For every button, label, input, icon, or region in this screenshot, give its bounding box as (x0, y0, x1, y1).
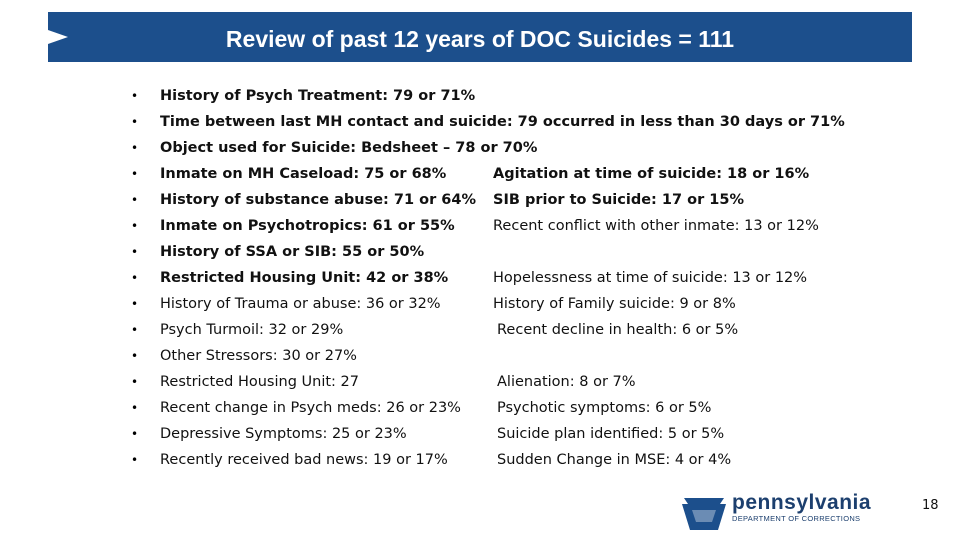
list-item-right: Agitation at time of suicide: 18 or 16% (493, 166, 810, 182)
bullet: • (131, 167, 139, 181)
list-item-right: Suicide plan identified: 5 or 5% (497, 426, 725, 442)
slide-title: Review of past 12 years of DOC Suicides … (225, 26, 735, 52)
list-item-right: Hopelessness at time of suicide: 13 or 1… (493, 270, 808, 286)
list-item: Inmate on MH Caseload: 75 or 68% (160, 166, 447, 182)
bullet: • (131, 453, 139, 467)
list-item: History of Trauma or abuse: 36 or 32% (160, 296, 441, 312)
bullet: • (131, 141, 139, 155)
list-item-right: History of Family suicide: 9 or 8% (493, 296, 736, 312)
list-item: History of Psych Treatment: 79 or 71% (160, 88, 476, 104)
list-item: Object used for Suicide: Bedsheet – 78 o… (160, 140, 538, 156)
logo-subtitle: DEPARTMENT OF CORRECTIONS (732, 514, 861, 523)
bullet: • (131, 323, 139, 337)
bullet: • (131, 219, 139, 233)
bullet: • (131, 193, 139, 207)
list-item: Recent change in Psych meds: 26 or 23% (160, 400, 461, 416)
bullet: • (131, 427, 139, 441)
list-item-right: SIB prior to Suicide: 17 or 15% (493, 192, 744, 208)
list-item-right: Recent decline in health: 6 or 5% (497, 322, 739, 338)
list-item: Recently received bad news: 19 or 17% (160, 452, 448, 468)
list-item: Restricted Housing Unit: 42 or 38% (160, 270, 449, 286)
list-item: Depressive Symptoms: 25 or 23% (160, 426, 407, 442)
list-item-right: Psychotic symptoms: 6 or 5% (497, 400, 712, 416)
logo-keystone (682, 498, 726, 530)
bullet: • (131, 89, 139, 103)
list-item: Time between last MH contact and suicide… (160, 114, 845, 130)
list-item: Inmate on Psychotropics: 61 or 55% (160, 218, 455, 234)
list-item: History of SSA or SIB: 55 or 50% (160, 244, 425, 260)
list-item-right: Alienation: 8 or 7% (497, 374, 636, 390)
list-item: Restricted Housing Unit: 27 (160, 374, 359, 390)
logo-name: pennsylvania (732, 491, 872, 514)
list-item-right: Sudden Change in MSE: 4 or 4% (497, 452, 732, 468)
bullet: • (131, 271, 139, 285)
bullet: • (131, 115, 139, 129)
header-arrow (48, 30, 68, 44)
list-item: Other Stressors: 30 or 27% (160, 348, 357, 364)
page-number: 18 (922, 498, 939, 513)
list-item: Psych Turmoil: 32 or 29% (160, 322, 344, 338)
bullet: • (131, 401, 139, 415)
bullet: • (131, 349, 139, 363)
bullet: • (131, 297, 139, 311)
bullet: • (131, 245, 139, 259)
list-item-right: Recent conflict with other inmate: 13 or… (493, 218, 819, 234)
list-item: History of substance abuse: 71 or 64% (160, 192, 476, 208)
header-bar: Review of past 12 years of DOC Suicides … (48, 12, 912, 62)
bullet: • (131, 375, 139, 389)
